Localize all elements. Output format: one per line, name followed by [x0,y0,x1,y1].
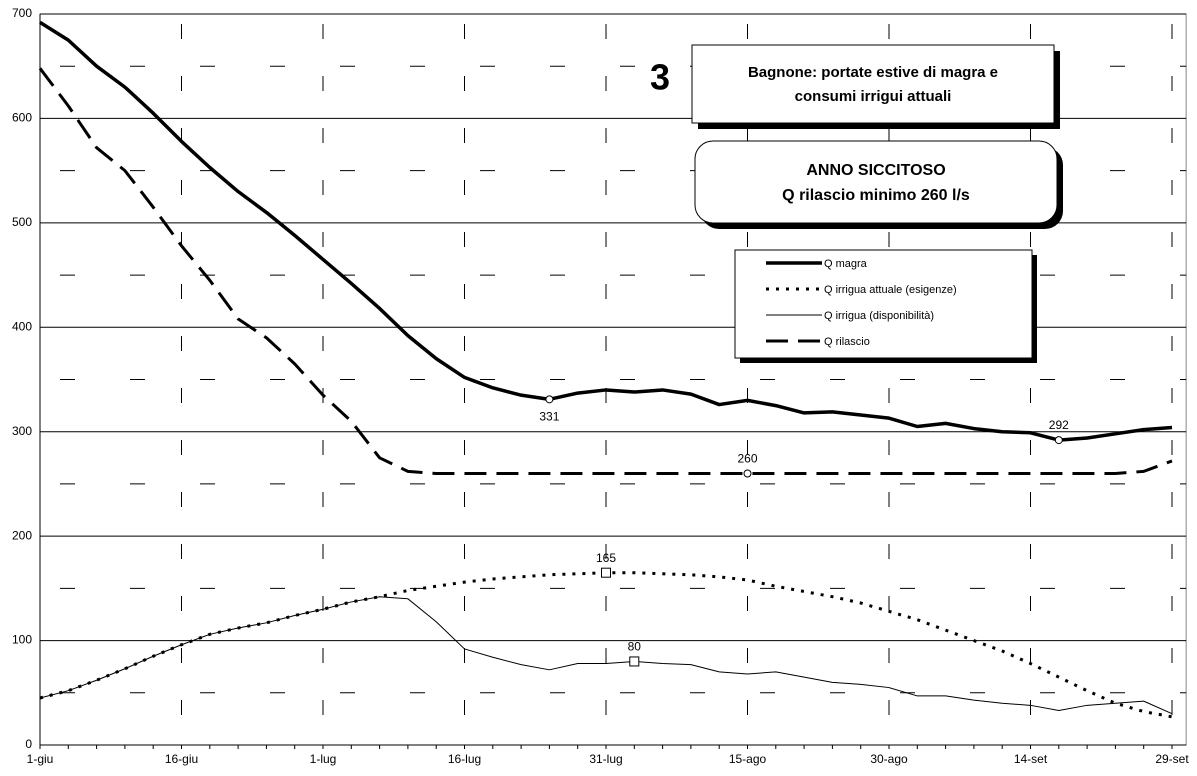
grid: 0 100 200 300 400 500 600 700 1-giu 16-giu 1-lug 16… [12,6,1189,766]
x-tick-label: 16-giu [165,752,198,766]
title-box [691,44,1055,124]
subtitle: Q rilascio minimo 260 l/s [782,187,970,204]
y-tick-label: 200 [12,528,32,542]
x-tick-label: 31-lug [589,752,622,766]
y-tick-label: 400 [12,319,32,333]
x-tick-label: 1-giu [27,752,54,766]
x-tick-label: 29-set [1155,752,1189,766]
x-tick-label: 16-lug [448,752,481,766]
subtitle: ANNO SICCITOSO [806,162,945,179]
title: Bagnone: portate estive di magra e [748,64,998,81]
x-tick-label: 15-ago [729,752,767,766]
data-label: 331 [539,410,559,424]
data-label: 260 [737,452,757,466]
legend-items: Q magra Q irrigua attuale (esigenze) Q irr… [766,258,957,348]
y-tick-label: 300 [12,424,32,438]
subtitle-box [694,140,1058,224]
point-marker [601,567,611,578]
legend-label: Q irrigua attuale (esigenze) [824,284,957,296]
y-tick-label: 600 [12,111,32,125]
series-line [38,67,1173,475]
series-line [39,20,1173,442]
data-label: 292 [1049,418,1069,432]
x-tick-label: 30-ago [870,752,908,766]
point-marker [743,469,752,478]
title: consumi irrigui attuali [795,88,952,105]
y-tick-label: 0 [25,737,32,751]
data-label: 165 [596,551,616,565]
legend-label: Q magra [824,258,868,270]
legend-label: Q rilascio [824,336,870,348]
data-label: 80 [628,640,642,654]
point-marker [1054,436,1063,445]
plot: 331 292 165 80 260 [38,20,1173,719]
legend-label: Q irrigua (disponibilità) [824,310,934,322]
point-marker [629,656,640,667]
y-tick-label: 700 [12,6,32,20]
point-marker [545,395,554,404]
x-tick-label: 14-set [1014,752,1048,766]
badge: 3 [650,57,670,98]
y-tick-label: 100 [12,633,32,647]
series-line [39,596,1173,715]
x-tick-label: 1-lug [310,752,337,766]
y-tick-label: 500 [12,215,32,229]
